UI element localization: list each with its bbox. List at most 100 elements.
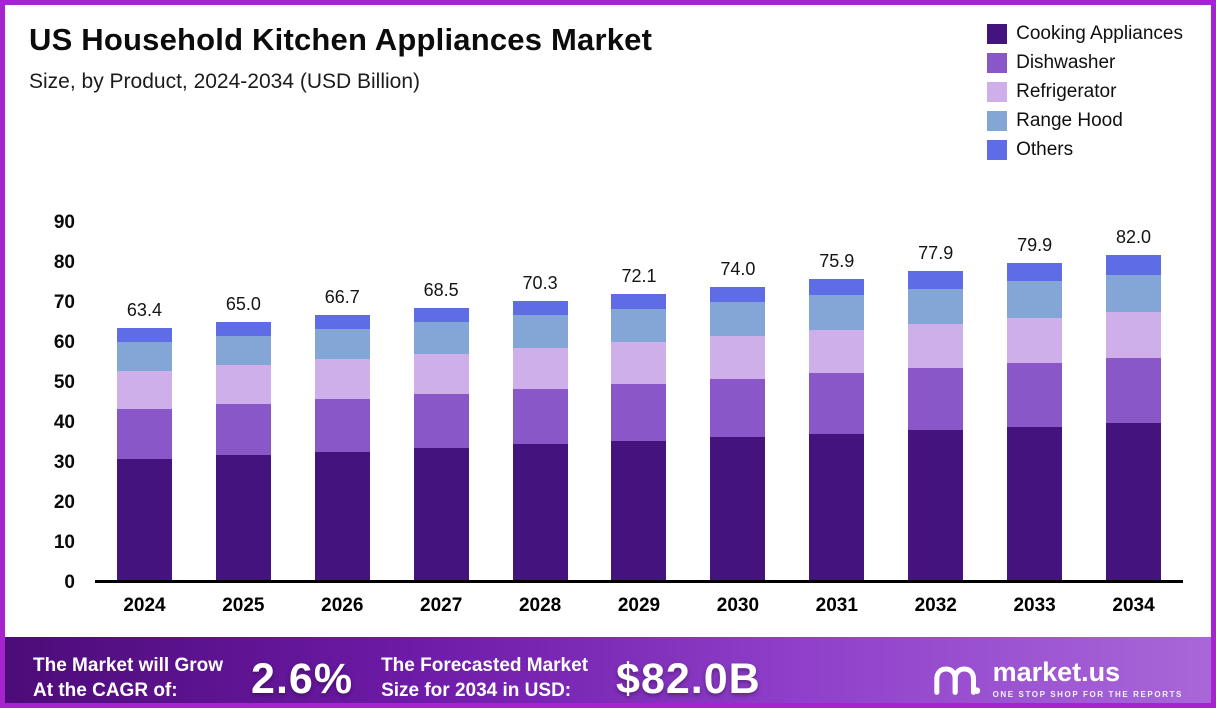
x-axis-label: 2025 (222, 595, 265, 616)
bar-segment-others (512, 301, 568, 316)
bar-value-label: 68.5 (423, 280, 459, 301)
bar-segment-refrigerator (116, 371, 172, 410)
bar-segment-dishwasher (1007, 363, 1063, 427)
stacked-bar-chart: 0 10 20 30 40 50 60 70 80 90 63.4 2024 65.0 2025 66.7… (31, 187, 1185, 637)
cagr-label-line2: At the CAGR of: (33, 680, 178, 701)
bar-segment-refrigerator (215, 365, 271, 405)
bar-segment-dishwasher (215, 404, 271, 456)
bar-segment-cooking-appliances (809, 433, 865, 580)
bar-stack (809, 278, 865, 580)
brand-name: market.us (992, 657, 1121, 687)
bar-segment-refrigerator (611, 341, 667, 384)
bar-group: 65.0 2025 (194, 223, 293, 616)
legend-swatch (987, 140, 1008, 160)
bar-segment-others (1007, 263, 1063, 282)
plot-area: 63.4 2024 65.0 2025 66.7 2026 68.5 2027 70.3 2028… (95, 223, 1183, 616)
bar-segment-others (314, 315, 370, 329)
bar-segment-range-hood (1007, 281, 1063, 318)
x-axis-label: 2032 (914, 595, 957, 616)
bar-segment-dishwasher (908, 368, 964, 431)
bar-segment-dishwasher (1106, 357, 1162, 423)
y-axis-tick: 30 (53, 452, 75, 473)
bar-segment-refrigerator (710, 335, 766, 379)
bar-segment-others (809, 278, 865, 296)
bar-value-label: 79.9 (1017, 235, 1053, 256)
legend-item: Range Hood (987, 110, 1183, 132)
y-axis-tick: 70 (53, 292, 75, 313)
bar-value-label: 82.0 (1115, 226, 1152, 247)
page-title: US Household Kitchen Appliances Market (29, 22, 653, 57)
bar-segment-cooking-appliances (314, 451, 370, 580)
bar-value-label: 72.1 (621, 266, 657, 287)
legend-label: Cooking Appliances (1016, 23, 1183, 44)
bar-segment-others (116, 328, 172, 343)
page-subtitle: Size, by Product, 2024-2034 (USD Billion… (29, 70, 421, 94)
bar-segment-dishwasher (809, 373, 865, 434)
bar-segment-range-hood (611, 308, 667, 342)
bar-group: 74.0 2030 (688, 223, 787, 616)
bar-group: 66.7 2026 (293, 223, 392, 616)
bottom-banner: The Market will Grow At the CAGR of: 2.6… (5, 637, 1211, 703)
bar-segment-others (413, 308, 469, 323)
y-axis: 0 10 20 30 40 50 60 70 80 90 (31, 212, 89, 593)
legend-label: Dishwasher (1016, 52, 1116, 73)
bar-stack (116, 328, 172, 580)
x-axis-label: 2031 (815, 595, 858, 616)
bar-group: 68.5 2027 (392, 223, 491, 616)
bar-segment-dishwasher (413, 394, 469, 448)
bar-segment-range-hood (1106, 274, 1162, 312)
bar-group: 75.9 2031 (787, 223, 886, 616)
bar-stack (215, 322, 271, 580)
x-axis-label: 2027 (420, 595, 463, 616)
bar-segment-others (908, 271, 964, 289)
bar-segment-refrigerator (809, 329, 865, 374)
bar-segment-range-hood (512, 315, 568, 348)
bar-value-label: 70.3 (522, 273, 558, 294)
bar-segment-range-hood (710, 302, 766, 336)
bar-segment-others (611, 294, 667, 309)
bar-segment-range-hood (116, 342, 172, 372)
bar-segment-refrigerator (512, 347, 568, 389)
bar-segment-range-hood (314, 328, 370, 360)
bar-value-label: 63.4 (126, 300, 162, 321)
bar-segment-dishwasher (512, 388, 568, 445)
bar-segment-cooking-appliances (1106, 422, 1162, 580)
bar-segment-others (1106, 254, 1162, 275)
bar-segment-others (215, 322, 271, 336)
bar-segment-range-hood (908, 288, 964, 324)
legend-swatch (987, 111, 1008, 131)
x-axis-label: 2024 (123, 595, 166, 616)
x-axis-label: 2029 (617, 595, 661, 616)
y-axis-tick: 60 (53, 332, 75, 353)
bar-value-label: 74.0 (720, 258, 756, 279)
bar-group: 79.9 2033 (985, 223, 1084, 616)
bar-segment-dishwasher (611, 383, 667, 441)
bar-value-label: 65.0 (225, 294, 261, 315)
bar-stack (512, 301, 568, 580)
bar-segment-range-hood (809, 295, 865, 330)
brand-tagline: ONE STOP SHOP FOR THE REPORTS (992, 690, 1183, 699)
bar-segment-cooking-appliances (1007, 426, 1063, 580)
bar-stack (314, 315, 370, 580)
y-axis-tick: 0 (64, 572, 75, 593)
bar-segment-refrigerator (314, 359, 370, 400)
bar-segment-refrigerator (1106, 311, 1162, 358)
bar-value-label: 66.7 (324, 287, 360, 308)
forecast-label: The Forecasted Market Size for 2034 in U… (381, 654, 588, 703)
bar-stack (413, 308, 469, 580)
brand: market.us ONE STOP SHOP FOR THE REPORTS (931, 659, 1183, 699)
legend-item: Cooking Appliances (987, 23, 1183, 45)
legend-swatch (987, 82, 1008, 102)
legend-item: Refrigerator (987, 81, 1183, 103)
bar-stack (1106, 254, 1162, 580)
title-block: US Household Kitchen Appliances Market S… (29, 21, 652, 94)
x-axis-label: 2030 (716, 595, 760, 616)
bar-segment-cooking-appliances (413, 447, 469, 580)
forecast-value: $82.0B (616, 654, 761, 703)
bar-segment-others (710, 286, 766, 303)
bar-stack (611, 294, 667, 580)
y-axis-tick: 80 (53, 252, 75, 274)
bar-group: 77.9 2032 (886, 223, 985, 616)
forecast-label-line2: Size for 2034 in USD: (381, 680, 572, 701)
